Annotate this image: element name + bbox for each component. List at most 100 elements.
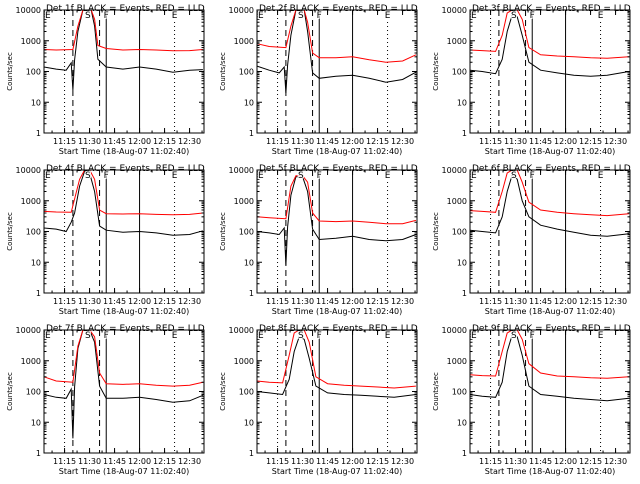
marker-label-e: E — [258, 171, 264, 181]
y-tick-label: 1000 — [21, 197, 41, 206]
marker-label-s: S — [511, 171, 517, 181]
marker-label-e: E — [258, 11, 264, 21]
x-tick-label: 11:30 — [78, 457, 101, 466]
series-line-events — [256, 9, 417, 94]
marker-label-e: E — [385, 331, 391, 341]
x-tick-label: 11:30 — [504, 137, 527, 146]
y-tick-label: 10000 — [229, 166, 254, 175]
y-tick-label: 100 — [26, 228, 41, 237]
subplot-title: Det 4f BLACK = Events, RED = LLD — [46, 164, 205, 174]
x-tick-label: 12:15 — [579, 297, 602, 306]
y-tick-label: 1 — [36, 289, 41, 298]
y-axis-label: Counts/sec — [6, 212, 14, 251]
y-axis-label: Counts/sec — [219, 212, 227, 251]
marker-label-s: S — [85, 11, 91, 21]
x-tick-label: 12:00 — [128, 137, 151, 146]
subplot-7: 1 10 100 1000 10000 11:15 11:30 11:45 12:00 12:15… — [6, 324, 205, 476]
y-tick-label: 10000 — [442, 6, 467, 15]
y-tick-label: 1 — [462, 289, 467, 298]
marker-label-e: E — [45, 331, 51, 341]
marker-label-f: F — [317, 171, 322, 181]
x-tick-label: 12:00 — [341, 297, 364, 306]
marker-label-e: E — [598, 11, 604, 21]
marker-label-e: E — [45, 11, 51, 21]
x-axis-label: Start Time (18-Aug-07 11:02:40) — [485, 467, 616, 476]
x-tick-label: 11:15 — [266, 137, 289, 146]
y-tick-label: 1000 — [234, 357, 254, 366]
y-tick-label: 1 — [462, 129, 467, 138]
x-tick-label: 11:30 — [504, 297, 527, 306]
y-tick-label: 10000 — [16, 326, 41, 335]
series-line-lld — [43, 329, 204, 387]
subplot-3: 1 10 100 1000 10000 11:15 11:30 11:45 12:00 12:15… — [432, 4, 631, 156]
y-tick-label: 10000 — [229, 6, 254, 15]
x-axis-label: Start Time (18-Aug-07 11:02:40) — [272, 147, 403, 156]
y-tick-label: 1000 — [447, 37, 467, 46]
x-tick-label: 12:15 — [579, 137, 602, 146]
y-tick-label: 100 — [26, 68, 41, 77]
x-tick-label: 12:15 — [366, 137, 389, 146]
subplot-title: Det 1f BLACK = Events, RED = LLD — [46, 4, 205, 14]
plot-frame — [256, 329, 418, 454]
y-tick-label: 1 — [36, 449, 41, 458]
x-tick-label: 12:15 — [366, 457, 389, 466]
y-tick-label: 1 — [462, 449, 467, 458]
marker-label-s: S — [298, 11, 304, 21]
y-axis-label: Counts/sec — [219, 372, 227, 411]
y-axis-label: Counts/sec — [6, 52, 14, 91]
subplot-title: Det 7f BLACK = Events, RED = LLD — [46, 324, 205, 334]
y-tick-label: 10 — [244, 418, 254, 427]
plot-frame — [43, 169, 205, 294]
x-tick-label: 11:30 — [291, 297, 314, 306]
y-tick-label: 1000 — [21, 357, 41, 366]
y-axis-label: Counts/sec — [6, 372, 14, 411]
x-tick-label: 11:45 — [529, 457, 552, 466]
marker-label-s: S — [85, 171, 91, 181]
y-tick-label: 10 — [457, 258, 467, 267]
y-tick-label: 100 — [452, 68, 467, 77]
y-tick-label: 1 — [249, 289, 254, 298]
y-tick-label: 100 — [26, 388, 41, 397]
x-axis-label: Start Time (18-Aug-07 11:02:40) — [272, 307, 403, 316]
marker-label-s: S — [85, 331, 91, 341]
x-tick-label: 11:45 — [103, 457, 126, 466]
x-tick-label: 11:15 — [53, 137, 76, 146]
marker-label-e: E — [172, 11, 178, 21]
plot-frame — [469, 169, 631, 294]
y-tick-label: 10 — [244, 258, 254, 267]
x-tick-label: 12:30 — [391, 297, 414, 306]
series-line-lld — [256, 329, 416, 389]
x-axis-label: Start Time (18-Aug-07 11:02:40) — [272, 467, 403, 476]
x-axis-label: Start Time (18-Aug-07 11:02:40) — [59, 467, 190, 476]
series-line-events — [256, 176, 417, 266]
marker-label-f: F — [104, 331, 109, 341]
x-tick-label: 11:30 — [78, 137, 101, 146]
x-tick-label: 11:45 — [103, 137, 126, 146]
y-tick-label: 1000 — [234, 37, 254, 46]
x-tick-label: 11:30 — [291, 137, 314, 146]
x-axis-label: Start Time (18-Aug-07 11:02:40) — [485, 147, 616, 156]
y-tick-label: 1 — [249, 129, 254, 138]
x-tick-label: 12:15 — [153, 297, 176, 306]
x-tick-label: 12:30 — [604, 297, 627, 306]
series-line-events — [469, 334, 629, 402]
x-tick-label: 12:15 — [579, 457, 602, 466]
subplot-title: Det 3f BLACK = Events, RED = LLD — [472, 4, 631, 14]
series-line-events — [469, 14, 629, 77]
x-tick-label: 11:15 — [266, 457, 289, 466]
marker-label-f: F — [317, 11, 322, 21]
subplot-title: Det 5f BLACK = Events, RED = LLD — [259, 164, 418, 174]
y-axis-label: Counts/sec — [432, 212, 440, 251]
marker-label-s: S — [511, 331, 517, 341]
y-tick-label: 100 — [239, 228, 254, 237]
y-tick-label: 10 — [457, 418, 467, 427]
x-tick-label: 11:45 — [103, 297, 126, 306]
y-axis-label: Counts/sec — [219, 52, 227, 91]
subplot-1: 1 10 100 1000 10000 11:15 11:30 11:45 12:00 12:15… — [6, 4, 205, 156]
y-tick-label: 1000 — [447, 197, 467, 206]
x-tick-label: 12:00 — [128, 457, 151, 466]
x-tick-label: 11:45 — [529, 297, 552, 306]
x-tick-label: 12:00 — [128, 297, 151, 306]
